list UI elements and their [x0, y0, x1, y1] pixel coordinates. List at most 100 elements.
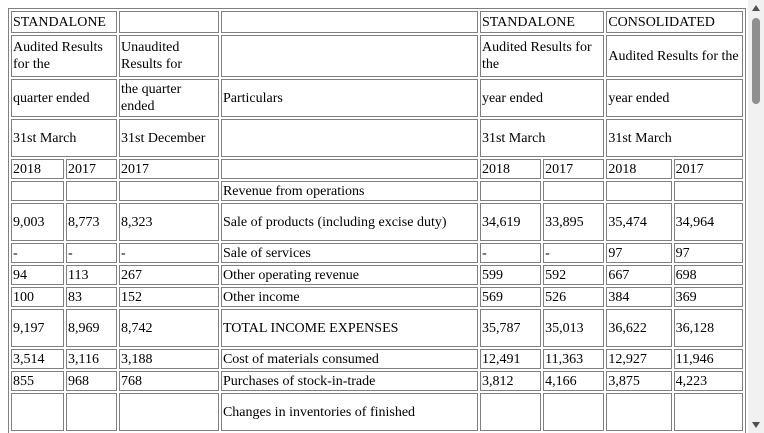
header-row-2: Audited Results for the Unaudited Result…	[11, 35, 743, 77]
particulars-cell: Other income	[220, 287, 478, 307]
march-quarter-label: 31st March	[11, 119, 118, 157]
vertical-scrollbar[interactable]	[748, 0, 764, 433]
value-cell	[11, 393, 65, 431]
year-ended-standalone-label: year ended	[479, 79, 605, 117]
empty-cell	[220, 159, 478, 179]
year-cell: 2017	[119, 159, 219, 179]
year-cell: 2018	[479, 159, 542, 179]
table-row: 9,197 8,969 8,742 TOTAL INCOME EXPENSES …	[11, 309, 743, 347]
year-cell: 2018	[11, 159, 65, 179]
value-cell: 152	[119, 287, 219, 307]
particulars-heading: Particulars	[220, 79, 478, 117]
value-cell: 3,188	[119, 349, 219, 369]
value-cell: 83	[66, 287, 118, 307]
value-cell: 35,474	[606, 203, 672, 241]
value-cell: 592	[543, 265, 605, 285]
value-cell: 8,742	[119, 309, 219, 347]
value-cell: 113	[66, 265, 118, 285]
value-cell: 9,197	[11, 309, 65, 347]
value-cell	[606, 181, 672, 201]
scroll-down-arrow-icon[interactable]	[748, 417, 764, 433]
value-cell: 35,013	[543, 309, 605, 347]
year-cell: 2017	[673, 159, 743, 179]
particulars-cell: TOTAL INCOME EXPENSES	[220, 309, 478, 347]
table-row: Changes in inventories of finished	[11, 393, 743, 431]
value-cell: 768	[119, 371, 219, 391]
audited-year-consolidated-heading: Audited Results for the	[606, 35, 743, 77]
value-cell: 4,223	[673, 371, 743, 391]
value-cell: 12,491	[479, 349, 542, 369]
document-viewport: STANDALONE STANDALONE CONSOLIDATED Audit…	[8, 8, 746, 433]
scrollbar-thumb[interactable]	[752, 18, 760, 104]
value-cell: 33,895	[543, 203, 605, 241]
value-cell	[673, 181, 743, 201]
particulars-cell: Cost of materials consumed	[220, 349, 478, 369]
the-quarter-ended-label: the quarter ended	[119, 79, 219, 117]
table-row: 100 83 152 Other income 569 526 384 369	[11, 287, 743, 307]
value-cell: 3,812	[479, 371, 542, 391]
value-cell: 97	[673, 243, 743, 263]
value-cell	[11, 181, 65, 201]
header-row-years: 2018 2017 2017 2018 2017 2018 2017	[11, 159, 743, 179]
financial-results-table: STANDALONE STANDALONE CONSOLIDATED Audit…	[8, 8, 746, 433]
value-cell: 36,622	[606, 309, 672, 347]
year-cell: 2017	[66, 159, 118, 179]
unaudited-heading: Unaudited Results for	[119, 35, 219, 77]
value-cell: 3,514	[11, 349, 65, 369]
header-row-4: 31st March 31st December 31st March 31st…	[11, 119, 743, 157]
value-cell: 35,787	[479, 309, 542, 347]
audited-year-standalone-heading: Audited Results for the	[479, 35, 605, 77]
header-row-3: quarter ended the quarter ended Particul…	[11, 79, 743, 117]
particulars-cell: Purchases of stock-in-trade	[220, 371, 478, 391]
year-cell: 2017	[543, 159, 605, 179]
table-row: 855 968 768 Purchases of stock-in-trade …	[11, 371, 743, 391]
value-cell: 11,363	[543, 349, 605, 369]
value-cell: 100	[11, 287, 65, 307]
table-row: 3,514 3,116 3,188 Cost of materials cons…	[11, 349, 743, 369]
year-ended-consolidated-label: year ended	[606, 79, 743, 117]
value-cell: 8,323	[119, 203, 219, 241]
scroll-up-arrow-icon[interactable]	[748, 0, 764, 16]
value-cell: 968	[66, 371, 118, 391]
value-cell: -	[66, 243, 118, 263]
value-cell: 667	[606, 265, 672, 285]
standalone-heading: STANDALONE	[11, 11, 118, 33]
value-cell: 855	[11, 371, 65, 391]
value-cell: 94	[11, 265, 65, 285]
value-cell	[543, 393, 605, 431]
consolidated-heading: CONSOLIDATED	[606, 11, 743, 33]
value-cell: 384	[606, 287, 672, 307]
value-cell: 34,964	[673, 203, 743, 241]
value-cell: 569	[479, 287, 542, 307]
value-cell: -	[479, 243, 542, 263]
year-cell: 2018	[606, 159, 672, 179]
value-cell	[119, 181, 219, 201]
value-cell	[66, 181, 118, 201]
value-cell: 4,166	[543, 371, 605, 391]
table-row: - - - Sale of services - - 97 97	[11, 243, 743, 263]
table-row: 94 113 267 Other operating revenue 599 5…	[11, 265, 743, 285]
audited-quarter-heading: Audited Results for the	[11, 35, 118, 77]
value-cell: -	[119, 243, 219, 263]
empty-cell	[220, 11, 478, 33]
march-consolidated-label: 31st March	[606, 119, 743, 157]
value-cell	[606, 393, 672, 431]
value-cell: 369	[673, 287, 743, 307]
value-cell	[673, 393, 743, 431]
empty-cell	[220, 35, 478, 77]
table-row: Revenue from operations	[11, 181, 743, 201]
value-cell: 8,969	[66, 309, 118, 347]
value-cell: 599	[479, 265, 542, 285]
value-cell: 11,946	[673, 349, 743, 369]
empty-cell	[220, 119, 478, 157]
december-label: 31st December	[119, 119, 219, 157]
value-cell: 12,927	[606, 349, 672, 369]
value-cell: 526	[543, 287, 605, 307]
value-cell	[119, 393, 219, 431]
table-row: 9,003 8,773 8,323 Sale of products (incl…	[11, 203, 743, 241]
particulars-cell: Sale of services	[220, 243, 478, 263]
header-row-1: STANDALONE STANDALONE CONSOLIDATED	[11, 11, 743, 33]
value-cell: 36,128	[673, 309, 743, 347]
particulars-cell: Sale of products (including excise duty)	[220, 203, 478, 241]
value-cell: -	[11, 243, 65, 263]
